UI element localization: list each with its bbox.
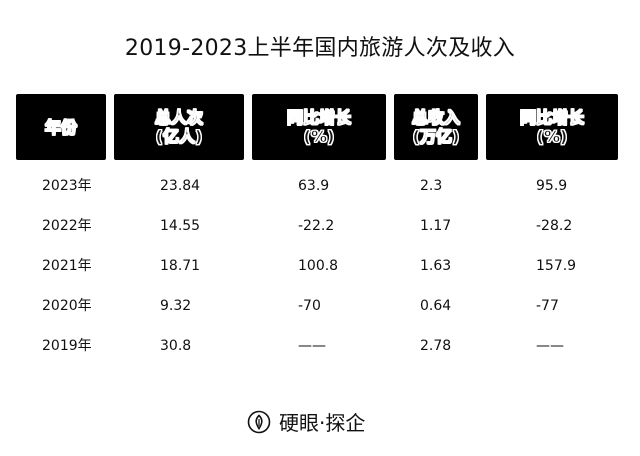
- seed-drop-icon: [247, 410, 271, 434]
- table-row: 2021年 18.71 100.8 1.63 157.9: [0, 254, 640, 278]
- header-total-trips-unit: (亿人): [155, 127, 203, 147]
- cell-revenue-growth: 95.9: [536, 178, 568, 194]
- header-total-trips: 总人次 (亿人): [114, 94, 244, 160]
- brand-name: 硬眼·探企: [279, 411, 366, 435]
- footer-watermark: 硬眼·探企: [0, 408, 640, 438]
- cell-trips-growth: ——: [298, 338, 326, 354]
- table-row: 2020年 9.32 -70 0.64 -77: [0, 294, 640, 318]
- table-row: 2019年 30.8 —— 2.78 ——: [0, 334, 640, 358]
- cell-trips: 23.84: [160, 178, 201, 194]
- cell-revenue-growth: -28.2: [536, 218, 573, 234]
- header-total-trips-label: 总人次: [154, 108, 204, 128]
- cell-trips: 30.8: [160, 338, 192, 354]
- table-row: 2023年 23.84 63.9 2.3 95.9: [0, 174, 640, 198]
- cell-trips-growth: -22.2: [298, 218, 335, 234]
- table-title: 2019-2023上半年国内旅游人次及收入: [124, 36, 516, 61]
- header-total-revenue-label: 总收入: [411, 108, 461, 128]
- cell-revenue-growth: -77: [536, 298, 559, 314]
- header-revenue-growth-unit: (%): [536, 127, 568, 147]
- header-revenue-growth-label: 同比增长: [519, 108, 585, 128]
- cell-year: 2019年: [42, 338, 92, 354]
- header-year-label: 年份: [44, 117, 78, 137]
- cell-trips: 18.71: [160, 258, 201, 274]
- header-total-revenue-unit: (万亿): [412, 127, 460, 147]
- cell-trips: 14.55: [160, 218, 201, 234]
- header-trips-growth: 同比增长 (%): [252, 94, 386, 160]
- header-total-revenue: 总收入 (万亿): [394, 94, 478, 160]
- cell-year: 2020年: [42, 298, 92, 314]
- cell-revenue-growth: 157.9: [536, 258, 577, 274]
- cell-revenue: 2.3: [420, 178, 443, 194]
- cell-revenue: 2.78: [420, 338, 452, 354]
- cell-revenue: 1.17: [420, 218, 452, 234]
- cell-revenue: 0.64: [420, 298, 452, 314]
- table-row: 2022年 14.55 -22.2 1.17 -28.2: [0, 214, 640, 238]
- cell-year: 2023年: [42, 178, 92, 194]
- cell-trips-growth: 100.8: [298, 258, 339, 274]
- header-revenue-growth: 同比增长 (%): [486, 94, 618, 160]
- cell-year: 2021年: [42, 258, 92, 274]
- header-year: 年份: [16, 94, 106, 160]
- cell-trips-growth: 63.9: [298, 178, 330, 194]
- header-trips-growth-unit: (%): [303, 127, 335, 147]
- cell-revenue: 1.63: [420, 258, 452, 274]
- cell-trips: 9.32: [160, 298, 192, 314]
- cell-revenue-growth: ——: [536, 338, 564, 354]
- cell-year: 2022年: [42, 218, 92, 234]
- header-trips-growth-label: 同比增长: [286, 108, 352, 128]
- cell-trips-growth: -70: [298, 298, 321, 314]
